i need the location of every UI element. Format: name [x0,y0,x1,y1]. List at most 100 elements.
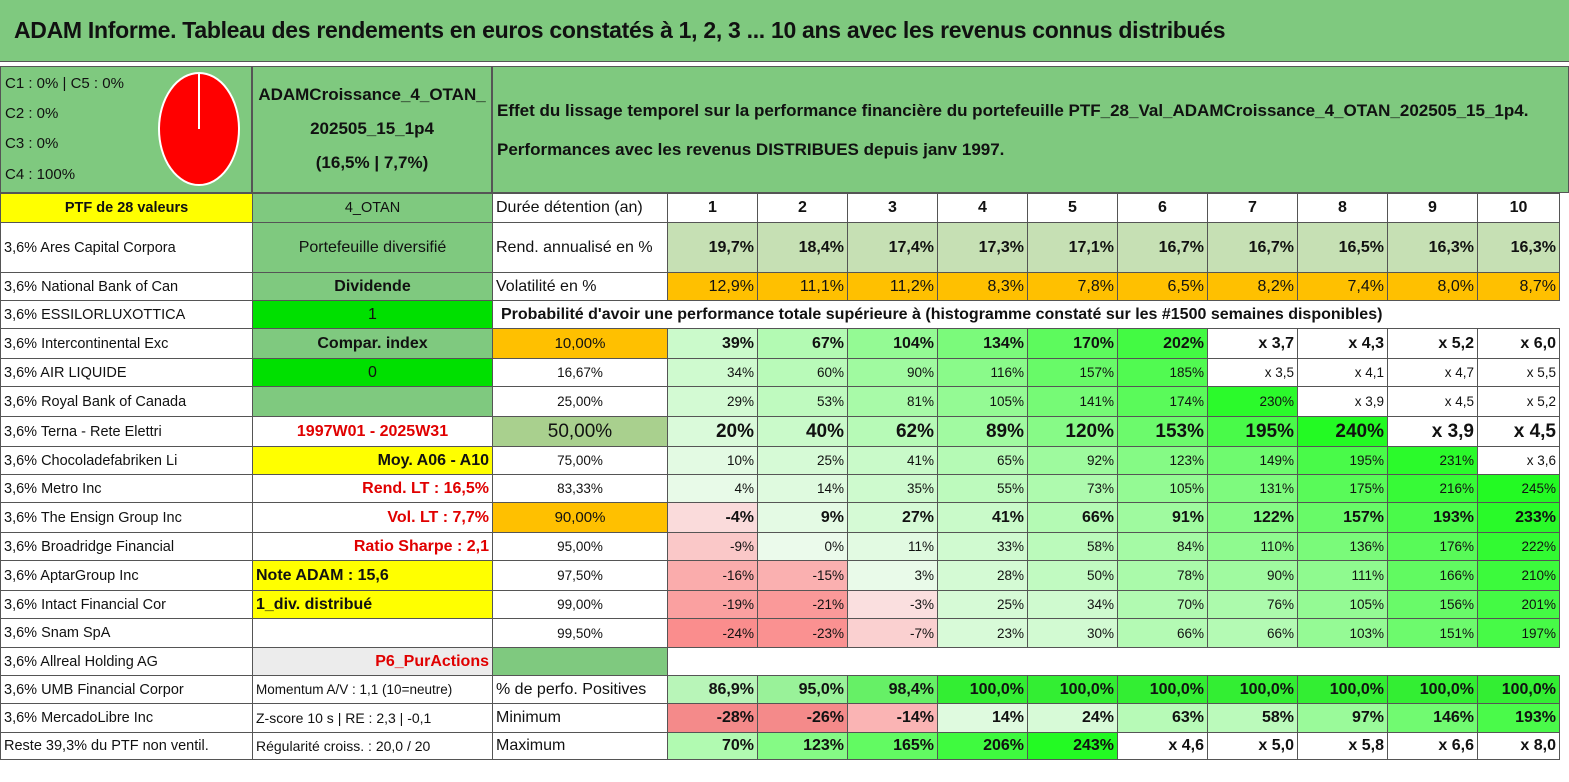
year-header: 7 [1207,193,1298,223]
rend-value: 18,4% [757,222,848,273]
table-row: 3,6% UMB Financial Corpor Momentum A/V : … [0,675,1560,704]
table-row: 3,6% MercadoLibre Inc Z-score 10 s | RE :… [0,703,1560,733]
performance-value: 84% [1117,532,1208,561]
performance-value: 27% [847,502,938,533]
probability-threshold: 10,00% [492,328,668,359]
table-row: 3,6% Snam SpA 99,50% -24% -23% -7% 23% 30% 66% 6… [0,618,1560,648]
performance-value: 92% [1027,446,1118,475]
performance-table: PTF de 28 valeurs 4_OTAN Durée détention (… [0,193,1560,760]
minimum-value: 63% [1117,703,1208,733]
maximum-value: x 5,8 [1297,732,1388,760]
holding-name: 3,6% MercadoLibre Inc [0,703,253,733]
positives-value: 100,0% [1117,675,1208,704]
performance-value: 105% [1297,590,1388,619]
positives-value: 86,9% [667,675,758,704]
class-line: C3 : 0% [5,135,59,152]
performance-value: 153% [1117,416,1208,447]
performance-value: 70% [1117,590,1208,619]
performance-value: x 5,5 [1477,358,1560,387]
performance-value: 110% [1207,532,1298,561]
maximum-value: 165% [847,732,938,760]
probability-threshold: 50,00% [492,416,668,447]
probability-title: Probabilité d'avoir une performance tota… [492,300,1560,329]
maximum-value: x 6,6 [1387,732,1478,760]
holding-name: 3,6% AptarGroup Inc [0,560,253,591]
vol-value: 8,0% [1387,272,1478,301]
class-line: C2 : 0% [5,105,59,122]
performance-value: 35% [847,474,938,503]
holding-name: 3,6% The Ensign Group Inc [0,502,253,533]
holding-name: 3,6% Royal Bank of Canada [0,386,253,417]
probability-threshold: 90,00% [492,502,668,533]
holding-name: Reste 39,3% du PTF non ventil. [0,732,253,760]
performance-value: -9% [667,532,758,561]
performance-value: 66% [1207,618,1298,648]
portfolio-stats: (16,5% | 7,7%) [315,153,429,172]
strategy-label: P6_PurActions [252,647,493,676]
maximum-value: 243% [1027,732,1118,760]
holding-name: 3,6% UMB Financial Corpor [0,675,253,704]
performance-value: -7% [847,618,938,648]
performance-value: 134% [937,328,1028,359]
performance-value: 34% [1027,590,1118,619]
minimum-value: -14% [847,703,938,733]
performance-value: 23% [937,618,1028,648]
probability-threshold: 83,33% [492,474,668,503]
minimum-label: Minimum [492,703,668,733]
table-row: PTF de 28 valeurs 4_OTAN Durée détention (… [0,193,1560,223]
performance-value: 149% [1207,446,1298,475]
table-row: 3,6% The Ensign Group Inc Vol. LT : 7,7% 9… [0,502,1560,533]
minimum-value: 24% [1027,703,1118,733]
page-title: ADAM Informe. Tableau des rendements en … [14,17,1226,43]
performance-value: 66% [1027,502,1118,533]
performance-value: 76% [1207,590,1298,619]
performance-value: x 3,7 [1207,328,1298,359]
regularity-label: Régularité croiss. : 20,0 / 20 [252,732,493,760]
positives-value: 100,0% [1387,675,1478,704]
performance-value: 66% [1117,618,1208,648]
performance-value: 81% [847,386,938,417]
performance-value: x 3,9 [1387,416,1478,447]
performance-value: 195% [1207,416,1298,447]
performance-value: 120% [1027,416,1118,447]
performance-value: x 4,3 [1297,328,1388,359]
performance-value: -15% [757,560,848,591]
adam-score: Note ADAM : 15,6 [252,560,493,591]
performance-value: 78% [1117,560,1208,591]
probability-threshold: 75,00% [492,446,668,475]
table-row: Reste 39,3% du PTF non ventil. Régularité… [0,732,1560,760]
year-header: 3 [847,193,938,223]
table-row: 3,6% Royal Bank of Canada 25,00% 29% 53% 81%… [0,386,1560,417]
compare-index-flag: 0 [252,358,493,387]
maximum-value: 206% [937,732,1028,760]
dividend-flag: 1 [252,300,493,329]
performance-value: 28% [937,560,1028,591]
performance-value: 104% [847,328,938,359]
duree-label: Durée détention (an) [492,193,668,223]
performance-value: 40% [757,416,848,447]
performance-value: 4% [667,474,758,503]
table-row: 3,6% National Bank of Can Dividende Volati… [0,272,1560,301]
performance-value: 89% [937,416,1028,447]
performance-value: 174% [1117,386,1208,417]
positives-value: 98,4% [847,675,938,704]
performance-value: 240% [1297,416,1388,447]
minimum-value: -26% [757,703,848,733]
holding-name: 3,6% Allreal Holding AG [0,647,253,676]
empty-cell [252,618,493,648]
positives-value: 100,0% [937,675,1028,704]
performance-value: 141% [1027,386,1118,417]
minimum-value: 146% [1387,703,1478,733]
performance-value: 193% [1387,502,1478,533]
performance-value: 20% [667,416,758,447]
year-header: 8 [1297,193,1388,223]
performance-value: 131% [1207,474,1298,503]
dividend-distribution: 1_div. distribué [252,590,493,619]
performance-value: 62% [847,416,938,447]
performance-value: -24% [667,618,758,648]
performance-value: 123% [1117,446,1208,475]
minimum-value: 193% [1477,703,1560,733]
performance-value: 222% [1477,532,1560,561]
year-header: 6 [1117,193,1208,223]
rend-value: 17,4% [847,222,938,273]
